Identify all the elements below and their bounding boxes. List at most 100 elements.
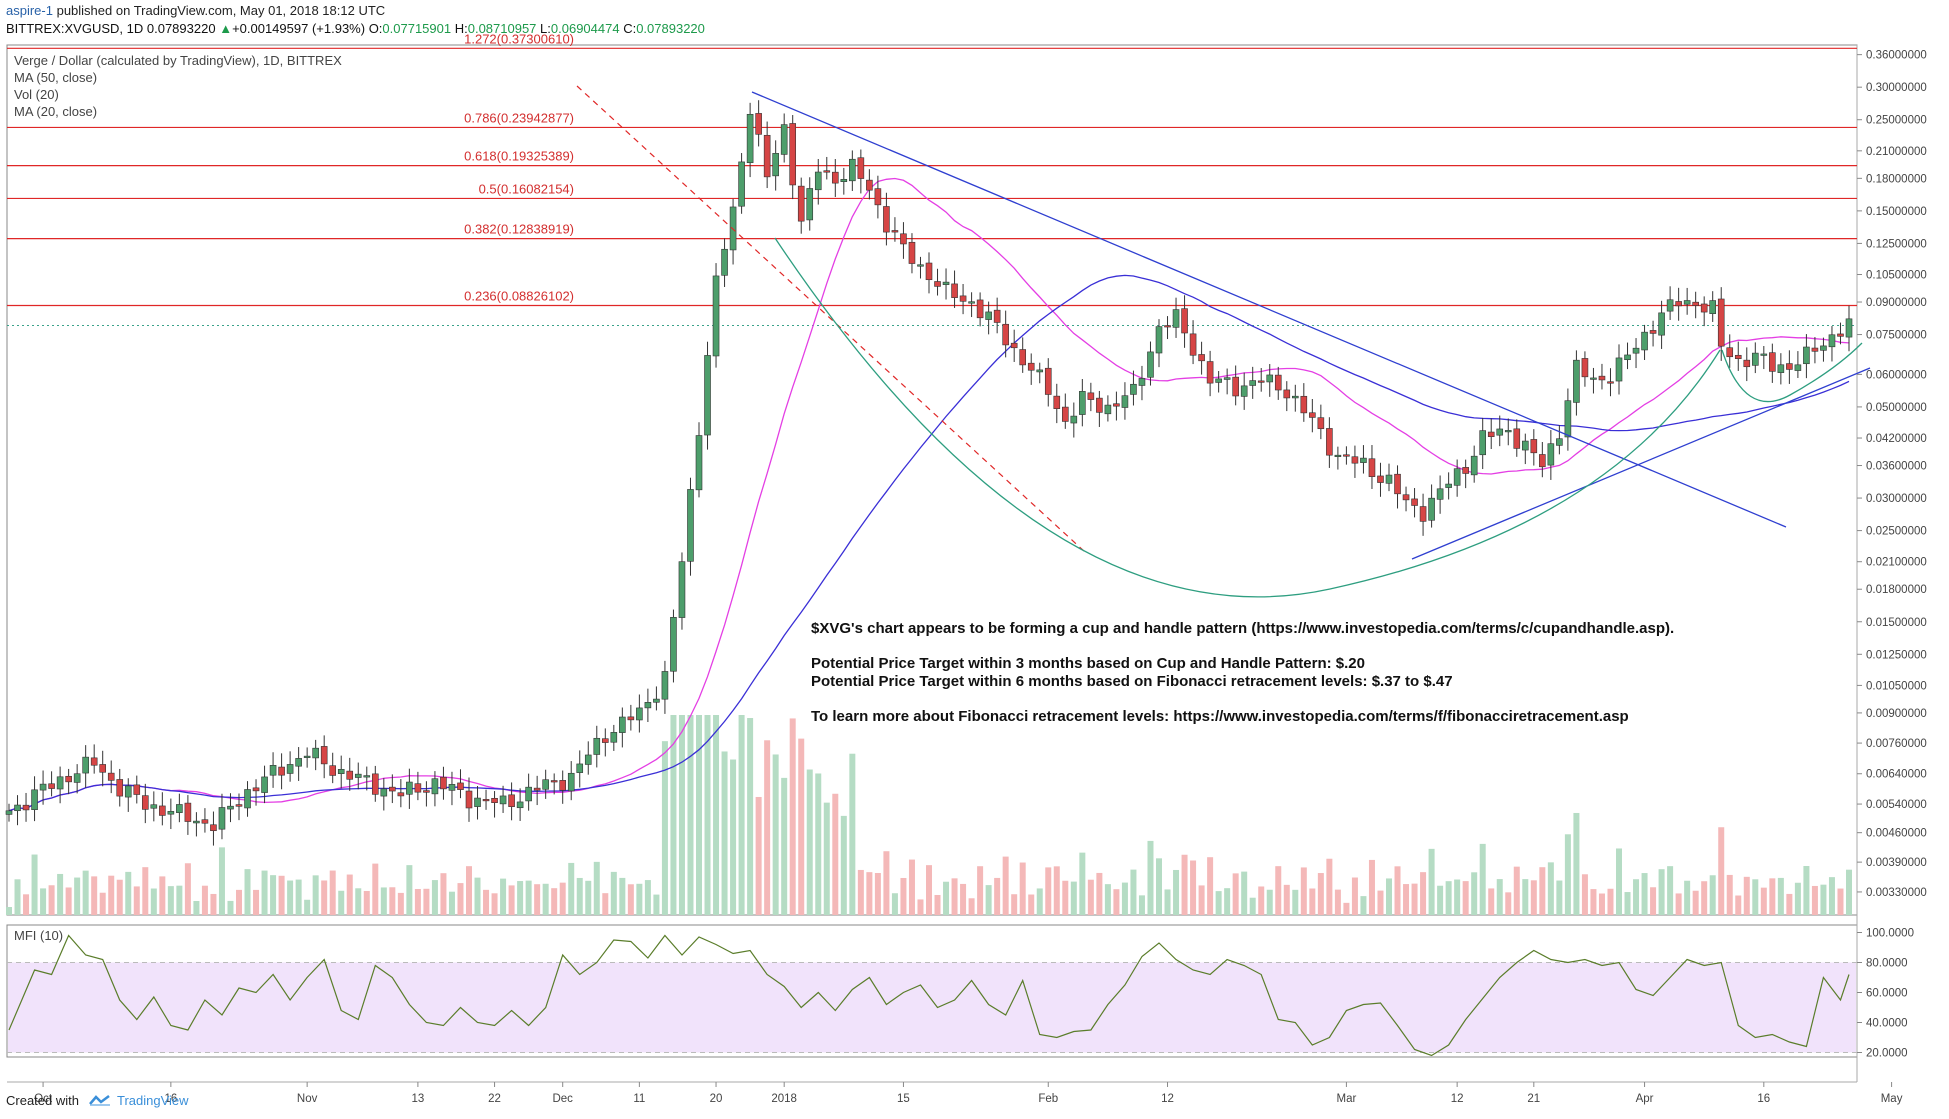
volume-bar — [678, 715, 685, 915]
author-link[interactable]: aspire-1 — [6, 3, 53, 18]
low-label: L: — [540, 21, 551, 36]
downtrend-line — [751, 91, 1787, 528]
volume-bar — [1786, 893, 1793, 915]
annotation-line-1: $XVG's chart appears to be forming a cup… — [811, 620, 1675, 637]
volume-bar — [926, 865, 932, 915]
volume-bar — [517, 881, 524, 915]
candle-body — [244, 789, 251, 809]
volume-bar — [806, 769, 813, 915]
y-tick-label: 0.04200000 — [1866, 433, 1927, 445]
candle-body — [1053, 395, 1061, 409]
candle-body — [124, 785, 132, 798]
volume-bar — [1837, 888, 1844, 915]
volume-bar — [1846, 869, 1852, 915]
mfi-tick-label: 80.0000 — [1866, 958, 1908, 970]
candle-body — [610, 732, 618, 743]
volume-bar — [338, 890, 345, 915]
volume-bar — [253, 889, 260, 915]
candle-body — [39, 783, 47, 791]
y-tick-label: 0.03600000 — [1866, 461, 1927, 473]
volume-bar — [1633, 879, 1640, 915]
tradingview-link[interactable]: TradingView — [117, 1093, 189, 1108]
candle-body — [193, 820, 200, 824]
candle-body — [448, 784, 456, 791]
candle-body — [576, 763, 584, 773]
candle-body — [150, 804, 158, 809]
volume-bar — [1326, 858, 1333, 915]
volume-bar — [1266, 889, 1273, 915]
candle-body — [1675, 301, 1682, 307]
candle-body — [329, 765, 337, 776]
volume-bar — [82, 870, 89, 915]
candle-body — [176, 804, 183, 813]
open-value: 0.07715901 — [382, 21, 452, 36]
volume-bar — [1803, 866, 1810, 915]
candle-body — [482, 799, 490, 802]
volume-bar — [576, 877, 583, 915]
candle-body — [1343, 454, 1350, 457]
candle-body — [670, 617, 677, 672]
candle-body — [601, 738, 609, 743]
volume-bar — [1411, 883, 1418, 915]
volume-bar — [593, 861, 600, 915]
volume-bar — [1386, 878, 1392, 915]
x-tick-label: 20 — [710, 1093, 723, 1105]
candle-body — [269, 765, 277, 776]
volume-bar — [1292, 889, 1299, 915]
volume-bar — [346, 874, 353, 915]
x-tick-label: Apr — [1636, 1093, 1654, 1105]
legend-ma50[interactable]: MA (50, close) — [14, 70, 98, 85]
candle-body — [1002, 323, 1009, 346]
legend-ma20[interactable]: MA (20, close) — [14, 104, 98, 119]
mfi-legend[interactable]: MFI (10) — [14, 928, 64, 943]
candle-body — [414, 783, 422, 793]
volume-bar — [1462, 881, 1469, 915]
volume-bar — [900, 877, 907, 915]
candle-body — [354, 773, 362, 778]
ohlc-bar: BITTREX:XVGUSD, 1D 0.07893220 ▲+0.001495… — [6, 21, 705, 36]
fib-level-label: 0.786(0.23942877) — [464, 110, 574, 125]
volume-bar — [48, 885, 55, 915]
candle-body — [261, 776, 268, 793]
volume-bar — [142, 867, 149, 915]
symbol-label: BITTREX:XVGUSD, 1D — [6, 21, 144, 36]
volume-bar — [994, 877, 1001, 915]
tradingview-logo-icon — [88, 1094, 111, 1109]
candle-body — [1590, 377, 1597, 380]
candle-body — [1751, 352, 1759, 366]
candle-body — [1717, 298, 1725, 347]
volume-bar — [457, 883, 464, 915]
uptrend-line — [1411, 367, 1871, 560]
volume-bar — [1104, 884, 1111, 915]
candle-body — [712, 275, 720, 357]
volume-bar — [1590, 889, 1597, 915]
volume-bar — [866, 872, 873, 915]
volume-bar — [610, 871, 617, 915]
candle-body — [934, 281, 941, 287]
volume-bar — [448, 891, 455, 915]
volume-bar — [31, 854, 38, 915]
candle-body — [1632, 347, 1640, 354]
volume-bar — [568, 862, 575, 915]
volume-bar — [951, 878, 958, 915]
close-value: 0.07893220 — [636, 21, 705, 36]
candle-body — [1036, 369, 1044, 373]
candle-body — [1266, 374, 1274, 383]
indicator-legend: Verge / Dollar (calculated by TradingVie… — [14, 52, 342, 120]
candle-body — [857, 157, 865, 179]
candle-body — [1181, 308, 1188, 334]
volume-bar — [1564, 834, 1571, 915]
y-tick-label: 0.00330000 — [1866, 887, 1927, 899]
fib-level-label: 1.272(0.37300610) — [464, 31, 574, 46]
candle-body — [320, 746, 328, 765]
candle-body — [499, 795, 507, 805]
candle-body — [90, 757, 98, 766]
candle-body — [440, 776, 447, 790]
handle-curve — [1721, 342, 1863, 403]
volume-bar — [823, 802, 830, 915]
volume-bar — [1692, 890, 1699, 915]
volume-bar — [1454, 879, 1461, 915]
legend-vol[interactable]: Vol (20) — [14, 87, 59, 102]
candle-body — [985, 311, 992, 320]
